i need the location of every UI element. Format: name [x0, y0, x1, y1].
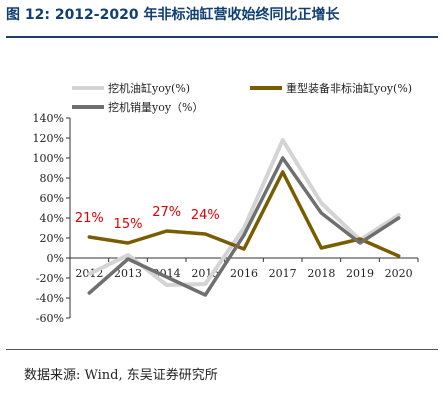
x-tick-label: 2014 — [153, 267, 181, 280]
y-tick-label: 0% — [47, 252, 64, 265]
series-point-3 — [281, 156, 285, 160]
data-source-note: 数据来源: Wind, 东吴证券研究所 — [24, 368, 218, 383]
data-label: 27% — [152, 205, 181, 220]
x-tick-label: 2018 — [307, 267, 335, 280]
series-point-2 — [203, 232, 207, 236]
series-point-2 — [242, 247, 246, 251]
series-point-3 — [397, 216, 401, 220]
legend-label: 挖机油缸yoy(%) — [108, 81, 190, 95]
series-point-1 — [281, 138, 285, 142]
y-tick-label: -20% — [36, 272, 64, 285]
series-point-3 — [203, 293, 207, 297]
series-point-2 — [358, 237, 362, 241]
y-tick-label: 20% — [40, 232, 64, 245]
y-tick-label: 40% — [40, 212, 64, 225]
data-label: 21% — [75, 211, 104, 226]
y-tick-label: 100% — [33, 152, 64, 165]
series-point-2 — [87, 235, 91, 239]
series-point-1 — [165, 283, 169, 287]
legend-label: 挖机销量yoy（%） — [108, 100, 204, 114]
x-tick-label: 2016 — [230, 267, 258, 280]
series-point-2 — [319, 246, 323, 250]
series-point-2 — [281, 170, 285, 174]
y-tick-label: 60% — [40, 192, 64, 205]
series-point-2 — [126, 241, 130, 245]
x-tick-label: 2017 — [269, 267, 297, 280]
figure-title: 图 12: 2012-2020 年非标油缸营收始终同比正增长 — [6, 7, 340, 23]
series-point-3 — [319, 211, 323, 215]
series-point-3 — [242, 233, 246, 237]
series-point-1 — [397, 213, 401, 217]
y-tick-label: -60% — [36, 312, 64, 325]
series-line-2 — [87, 170, 401, 258]
yoy-line-chart: -60% -40% -20% 0% 20% 40% 60% 80% 100% 120% 140% 20… — [33, 81, 419, 325]
title-rule — [6, 36, 438, 38]
x-tick-label: 2020 — [385, 267, 413, 280]
series-point-1 — [319, 201, 323, 205]
series-point-3 — [165, 275, 169, 279]
series-point-3 — [87, 291, 91, 295]
y-tick-label: 80% — [40, 172, 64, 185]
series-point-1 — [126, 253, 130, 257]
y-tick-label: -40% — [36, 292, 64, 305]
x-tick-label: 2013 — [114, 267, 142, 280]
series-point-1 — [242, 226, 246, 230]
data-label: 15% — [114, 217, 143, 232]
y-tick-label: 120% — [33, 132, 64, 145]
series-point-3 — [126, 257, 130, 261]
series-point-1 — [87, 272, 91, 276]
y-tick-label: 140% — [33, 112, 64, 125]
x-tick-label: 2019 — [346, 267, 374, 280]
footer-rule — [6, 349, 438, 350]
series-point-2 — [397, 254, 401, 258]
legend-label: 重型装备非标油缸yoy(%) — [286, 81, 412, 95]
data-label: 24% — [191, 208, 220, 223]
series-point-3 — [358, 241, 362, 245]
series-point-2 — [165, 229, 169, 233]
series-point-1 — [203, 282, 207, 286]
